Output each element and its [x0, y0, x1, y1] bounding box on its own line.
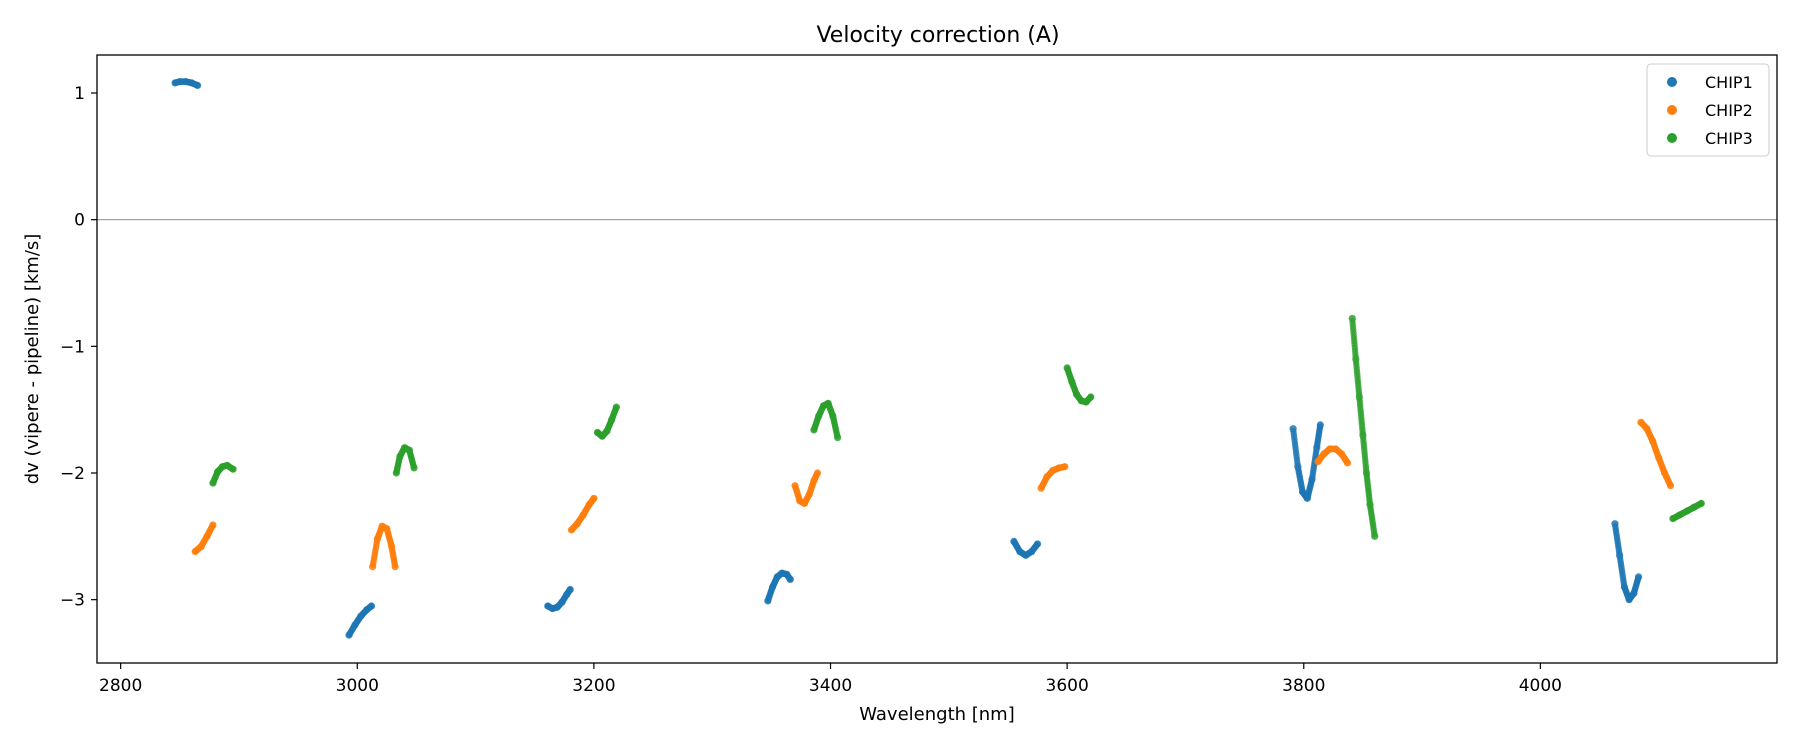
plot-area	[97, 78, 1777, 639]
data-point	[209, 521, 217, 529]
series-chip3-segment-5	[1063, 364, 1095, 406]
data-point	[1697, 499, 1705, 507]
data-point	[590, 494, 598, 502]
data-point	[813, 469, 822, 477]
series-chip1-segment-1	[171, 78, 202, 89]
x-tick-label: 3000	[336, 676, 379, 696]
series-chip1-segment-4	[764, 569, 794, 605]
x-tick-label: 3800	[1282, 676, 1325, 696]
data-point	[834, 433, 842, 442]
data-point	[367, 602, 376, 610]
x-tick-label: 3600	[1046, 676, 1089, 696]
series-chip1-segment-7	[1611, 520, 1643, 604]
series-chip2-segment-3	[567, 494, 598, 534]
series-chip1-segment-3	[544, 585, 574, 613]
data-point	[1316, 421, 1324, 429]
x-tick-label: 4000	[1519, 676, 1562, 696]
x-axis-label: Wavelength [nm]	[859, 704, 1015, 725]
data-point	[1634, 573, 1643, 581]
data-point	[1087, 393, 1095, 401]
legend-label-chip1: CHIP1	[1705, 73, 1753, 92]
series-chip2-segment-5	[1037, 463, 1069, 492]
legend-marker-chip1	[1667, 77, 1677, 87]
series-chip3-segment-2	[392, 444, 418, 477]
series-chip3-segment-3	[593, 403, 620, 440]
series-chip2-segment-6	[1314, 445, 1352, 467]
legend-box	[1646, 63, 1770, 157]
axes-frame	[96, 54, 1778, 664]
series-chip3-segment-6	[1348, 314, 1379, 540]
y-tick-label: −1	[60, 337, 85, 357]
data-point	[391, 563, 399, 571]
axis-ticks: 2800 3000 3200 3400 3600 3800 4000 1 0 −1 −2 −3	[60, 84, 1562, 696]
y-tick-label: 1	[74, 84, 85, 104]
data-point	[566, 585, 574, 594]
series-chip1-segment-5	[1010, 537, 1042, 559]
series-chip2-segment-1	[191, 521, 217, 556]
legend-label-chip3: CHIP3	[1705, 129, 1753, 148]
data-point	[410, 464, 418, 472]
data-point	[1033, 540, 1042, 548]
series-chip1-segment-6	[1289, 421, 1324, 502]
y-axis-label: dv (vipere - pipeline) [km/s]	[22, 234, 43, 485]
data-point	[229, 465, 237, 473]
series-chip1-segment-2	[345, 602, 376, 639]
y-tick-label: −2	[60, 464, 85, 484]
data-point	[1371, 532, 1379, 540]
x-tick-label: 3400	[809, 676, 852, 696]
data-point	[1343, 459, 1352, 467]
data-point	[193, 81, 202, 89]
x-tick-label: 3200	[572, 676, 615, 696]
data-point	[786, 575, 794, 584]
data-point	[1061, 463, 1069, 471]
legend-marker-chip2	[1667, 105, 1677, 115]
y-tick-label: −3	[60, 591, 85, 611]
x-tick-label: 2800	[99, 676, 142, 696]
legend-label-chip2: CHIP2	[1705, 101, 1753, 120]
data-point	[612, 403, 620, 411]
series-chip3-segment-1	[209, 461, 237, 487]
series-chip3-segment-7	[1669, 499, 1705, 523]
series-chip2-segment-4	[791, 469, 822, 507]
chart-title: Velocity correction (A)	[816, 23, 1059, 48]
y-tick-label: 0	[74, 211, 85, 231]
series-chip2-segment-7	[1637, 418, 1675, 490]
legend: CHIP1 CHIP2 CHIP3	[1646, 63, 1770, 157]
data-point	[1666, 482, 1675, 490]
series-chip2-segment-2	[369, 522, 399, 571]
series-chip3-segment-4	[810, 399, 842, 442]
legend-marker-chip3	[1667, 133, 1677, 143]
